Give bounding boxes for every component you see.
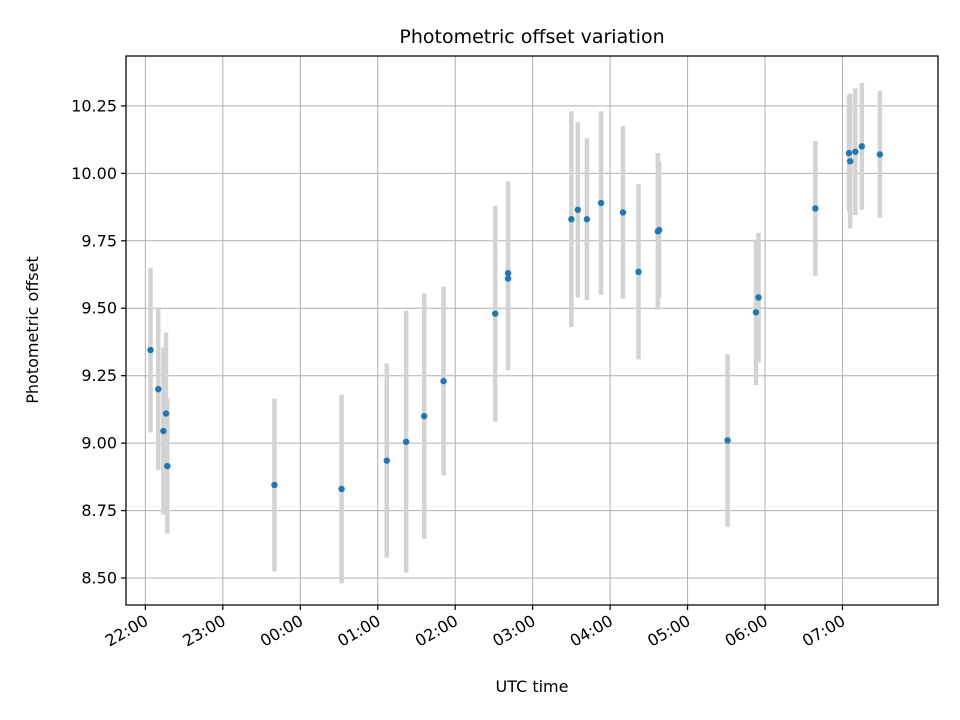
chart-title: Photometric offset variation xyxy=(399,26,664,48)
y-axis-ticks: 8.50 8.75 9.00 9.25 9.50 9.75 10.00 10.25 xyxy=(71,96,126,588)
data-point xyxy=(164,462,171,470)
data-point xyxy=(574,206,582,213)
data-point xyxy=(338,485,345,493)
data-point xyxy=(619,209,627,216)
data-point xyxy=(162,410,170,417)
data-point xyxy=(852,148,859,155)
data-point xyxy=(271,481,278,489)
data-point xyxy=(597,199,605,207)
y-tick-label: 9.25 xyxy=(81,366,117,385)
x-axis-label: UTC time xyxy=(496,677,569,696)
y-tick-label: 9.50 xyxy=(81,299,117,318)
y-tick-label: 9.75 xyxy=(81,231,117,250)
data-point xyxy=(155,385,162,393)
data-point xyxy=(755,294,762,301)
data-point xyxy=(568,216,575,223)
data-point xyxy=(492,310,499,317)
data-point xyxy=(147,346,154,354)
y-tick-label: 8.50 xyxy=(81,569,117,588)
plot-frame xyxy=(125,55,939,606)
data-point xyxy=(583,216,591,223)
data-point xyxy=(812,205,819,212)
y-tick-label: 10.00 xyxy=(71,164,117,183)
y-tick-label: 8.75 xyxy=(81,501,117,520)
data-point xyxy=(421,412,428,420)
data-point xyxy=(402,438,410,445)
data-point xyxy=(655,226,663,234)
data-point xyxy=(635,268,642,276)
data-point xyxy=(752,309,760,316)
y-axis-label: Photometric offset xyxy=(23,256,42,404)
data-point xyxy=(383,457,390,464)
data-point xyxy=(847,158,854,165)
data-point xyxy=(876,151,884,158)
grid xyxy=(126,56,938,605)
data-points xyxy=(147,143,884,493)
y-tick-label: 9.00 xyxy=(81,434,117,453)
data-point xyxy=(858,143,866,150)
data-point xyxy=(724,437,731,444)
data-point xyxy=(504,269,512,277)
y-tick-label: 10.25 xyxy=(71,96,117,115)
data-point xyxy=(504,275,512,282)
data-point xyxy=(160,427,167,435)
data-point xyxy=(845,149,853,157)
data-point xyxy=(440,377,447,385)
